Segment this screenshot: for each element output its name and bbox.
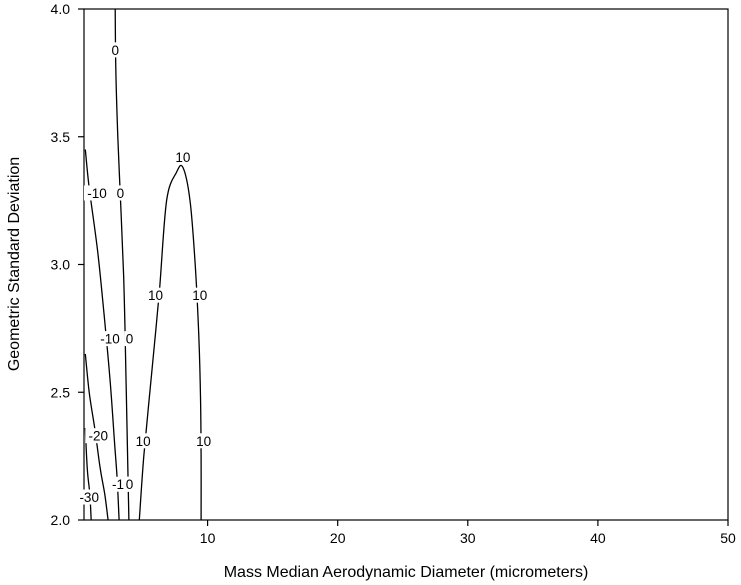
contour-label-bg--20-0 bbox=[85, 428, 112, 444]
contour-label-bg-10-3 bbox=[134, 433, 153, 449]
x-tick-label-50: 50 bbox=[720, 530, 736, 546]
contour-label-bg-10-4 bbox=[194, 433, 213, 449]
x-tick-label-30: 30 bbox=[460, 530, 476, 546]
x-tick-label-20: 20 bbox=[330, 530, 346, 546]
contour-line--30 bbox=[84, 427, 92, 521]
contour-label-0-1: 0 bbox=[117, 186, 125, 201]
y-tick-label-2.5: 2.5 bbox=[51, 384, 71, 400]
contour-label--30-0: -30 bbox=[79, 490, 99, 505]
x-tick-label-10: 10 bbox=[200, 530, 216, 546]
contour-label-bg-0-1 bbox=[115, 185, 126, 201]
contour-label-0-0: 0 bbox=[111, 43, 119, 58]
contour-line-0 bbox=[114, 8, 130, 521]
contour-line-10 bbox=[138, 164, 202, 521]
x-axis-tick-labels: 10 20 30 40 50 bbox=[200, 530, 736, 546]
y-axis-tick-labels: 2.0 2.5 3.0 3.5 4.0 bbox=[51, 1, 71, 528]
y-tick-label-3: 3.0 bbox=[51, 257, 71, 273]
contour-label--10-0: -10 bbox=[87, 186, 107, 201]
x-tick-label-40: 40 bbox=[590, 530, 606, 546]
contour-label-10-4: 10 bbox=[196, 434, 211, 449]
contour-label-bg-0-2 bbox=[124, 331, 135, 347]
contour-label-10-3: 10 bbox=[136, 434, 151, 449]
contour-label-0-2: 0 bbox=[126, 332, 134, 347]
contour-label-bg--10-0 bbox=[84, 185, 111, 201]
y-tick-label-2: 2.0 bbox=[51, 512, 71, 528]
contour-label-bg--30-0 bbox=[76, 489, 103, 505]
contour-label-bg-0-3 bbox=[124, 476, 135, 492]
contour-label-bg-10-1 bbox=[146, 287, 165, 303]
contour-label-10-0: 10 bbox=[175, 150, 190, 165]
contour-label-bg-10-0 bbox=[173, 149, 192, 165]
contour-label-bg--10-1 bbox=[97, 331, 124, 347]
contour-label--20-0: -20 bbox=[89, 429, 109, 444]
contour-label-10-2: 10 bbox=[192, 288, 207, 303]
contour-label-bg-0-0 bbox=[110, 42, 121, 58]
contour-label--10-1: -10 bbox=[100, 332, 120, 347]
y-tick-label-4: 4.0 bbox=[51, 1, 71, 17]
y-tick-label-3.5: 3.5 bbox=[51, 129, 71, 145]
plot-frame bbox=[83, 8, 729, 521]
axis-ticks bbox=[78, 8, 729, 526]
x-axis-title: Mass Median Aerodynamic Diameter (microm… bbox=[224, 564, 589, 581]
y-axis-title: Geometric Standard Deviation bbox=[6, 157, 23, 371]
contour-label-0-3: 0 bbox=[126, 477, 134, 492]
contour-label-bg-10-2 bbox=[190, 287, 209, 303]
contour-label-10-1: 10 bbox=[148, 288, 163, 303]
contour-line--20 bbox=[84, 353, 109, 521]
